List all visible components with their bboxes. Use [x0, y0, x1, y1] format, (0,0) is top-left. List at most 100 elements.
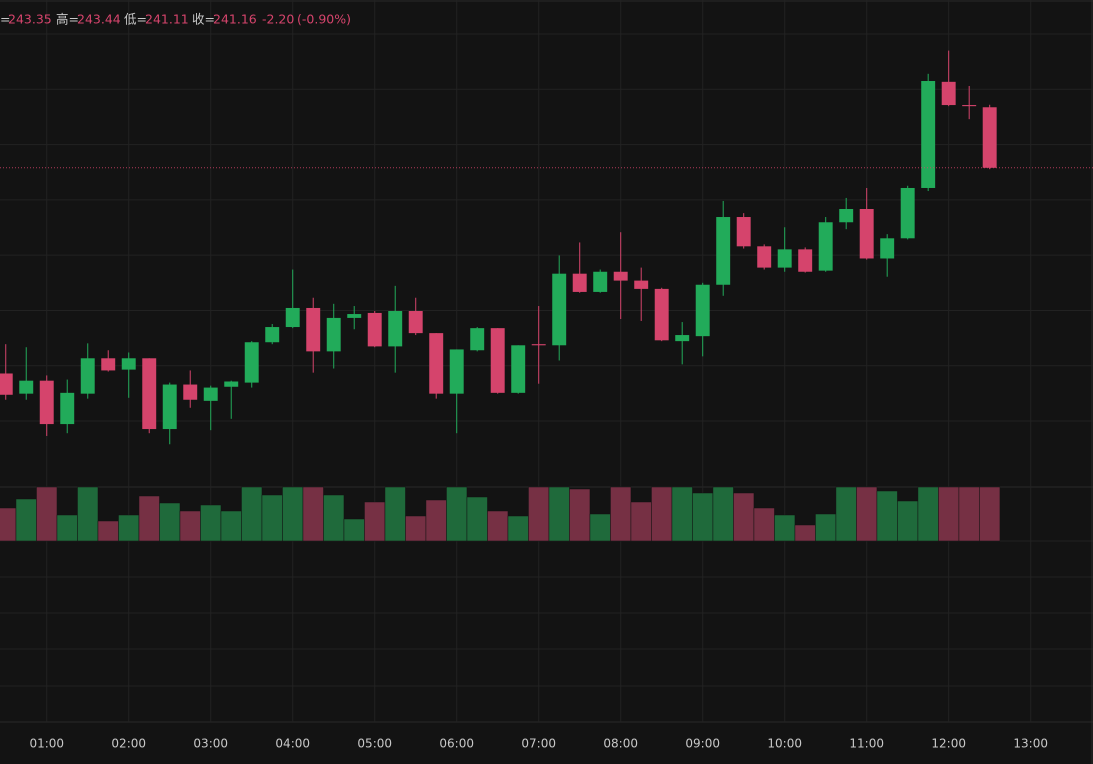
x-tick-label: 05:00: [357, 737, 392, 751]
volume-bar: [179, 510, 201, 542]
candle-body: [593, 271, 608, 292]
candle-body: [982, 107, 997, 168]
volume-bar: [405, 515, 427, 542]
candle-body: [101, 358, 116, 371]
legend-high-label: 高=: [56, 12, 79, 27]
candle-body: [162, 384, 177, 430]
volume-bar: [630, 501, 652, 542]
legend: = 243.35 高= 243.44 低= 241.11 收= 241.16 -…: [0, 12, 351, 27]
volume-bar: [118, 514, 140, 542]
candle-body: [19, 380, 34, 394]
x-tick-label: 04:00: [275, 737, 310, 751]
candle-body: [306, 307, 321, 352]
volume-bar: [835, 486, 857, 542]
candle-body: [675, 335, 690, 342]
volume-bar: [0, 507, 17, 542]
x-tick-label: 09:00: [685, 737, 720, 751]
volume-bar: [794, 524, 816, 542]
volume-bar: [282, 486, 304, 542]
candle-body: [470, 328, 485, 351]
volume-bar: [692, 492, 714, 542]
legend-low-label: 低=: [124, 12, 147, 27]
legend-open-value: 243.35: [8, 12, 52, 27]
x-tick-label: 08:00: [603, 737, 638, 751]
legend-close-value: 241.16: [213, 12, 257, 27]
legend-high-value: 243.44: [77, 12, 121, 27]
candle-body: [962, 105, 977, 107]
volume-bar: [569, 488, 591, 542]
volume-bar: [77, 486, 99, 542]
volume-bar: [979, 486, 1001, 542]
candle-body: [265, 327, 280, 343]
volume-bar: [446, 486, 468, 542]
volume-bar: [302, 486, 324, 542]
volume-bar: [261, 494, 283, 542]
candle-body: [900, 187, 915, 239]
volume-bar: [815, 513, 837, 542]
legend-close-label: 收=: [192, 12, 215, 27]
volume-bar: [917, 486, 939, 542]
candle-body: [142, 358, 157, 430]
volume-bar: [856, 486, 878, 542]
x-tick-label: 01:00: [29, 737, 64, 751]
x-tick-label: 11:00: [849, 737, 884, 751]
candle-body: [757, 246, 772, 268]
candle-body: [839, 208, 854, 223]
candle-body: [880, 238, 895, 259]
volume-bar: [712, 486, 734, 542]
candle-body: [388, 311, 403, 347]
candle-body: [736, 217, 751, 247]
candle-body: [203, 387, 218, 401]
volume-bar: [220, 510, 242, 542]
volume-bar: [97, 520, 119, 542]
candle-body: [449, 349, 464, 394]
candle-body: [224, 381, 239, 387]
volume-bar: [958, 486, 980, 542]
volume-bar: [138, 495, 160, 542]
candle-body: [244, 342, 259, 383]
volume-bar: [938, 486, 960, 542]
volume-bar: [671, 486, 693, 542]
candle-body: [326, 317, 341, 352]
candle-body: [429, 333, 444, 394]
x-tick-label: 03:00: [193, 737, 228, 751]
candle-body: [80, 358, 95, 394]
volume-bar: [159, 502, 181, 542]
volume-bar: [733, 492, 755, 542]
candle-body: [408, 311, 423, 334]
legend-change-pct: (-0.90%): [297, 12, 351, 27]
legend-open-label: =: [0, 12, 10, 27]
volume-bar: [589, 513, 611, 542]
candle-body: [511, 345, 526, 393]
volume-bar: [241, 486, 263, 542]
candle-body: [941, 81, 956, 106]
candle-body: [716, 217, 731, 285]
volume-bar: [323, 494, 345, 542]
candle-body: [798, 249, 813, 272]
candle-body: [367, 312, 382, 347]
x-tick-label: 07:00: [521, 737, 556, 751]
x-tick-label: 02:00: [111, 737, 146, 751]
candle-body: [347, 314, 362, 318]
volume-bar: [15, 498, 37, 542]
volume-bar: [753, 507, 775, 542]
candle-body: [552, 273, 567, 346]
volume-bar: [610, 486, 632, 542]
volume-bar: [466, 496, 488, 542]
x-tick-label: 13:00: [1013, 737, 1048, 751]
candle-body: [921, 81, 936, 188]
volume-bar: [343, 518, 365, 542]
volume-bar: [36, 486, 58, 542]
volume-bar: [876, 490, 898, 542]
volume-bar: [897, 500, 919, 542]
x-tick-label: 10:00: [767, 737, 802, 751]
volume-bar: [200, 504, 222, 542]
volume-bar: [425, 499, 447, 542]
candle-body: [613, 271, 628, 281]
candle-body: [60, 392, 75, 425]
volume-bar: [487, 510, 509, 542]
x-tick-label: 06:00: [439, 737, 474, 751]
volume-bar: [528, 486, 550, 542]
candle-body: [859, 208, 874, 259]
